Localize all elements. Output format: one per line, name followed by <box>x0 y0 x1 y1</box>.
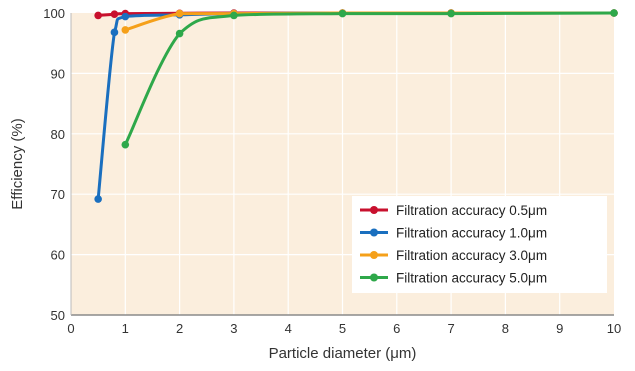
legend-item: Filtration accuracy 5.0μm <box>360 271 547 286</box>
data-point <box>447 9 455 18</box>
data-point <box>110 10 119 19</box>
y-tick-label: 70 <box>51 187 65 202</box>
y-tick-label: 90 <box>51 66 65 81</box>
y-axis-title: Efficiency (%) <box>9 118 26 209</box>
legend-item: Filtration accuracy 1.0μm <box>360 226 547 241</box>
tick-labels: 0 1 2 3 4 5 6 7 8 9 10 50 60 70 80 90 100 <box>43 6 621 336</box>
data-point <box>230 11 238 20</box>
y-tick-label: 80 <box>51 127 65 142</box>
data-point <box>94 195 102 203</box>
data-point <box>94 11 102 20</box>
x-tick-label: 0 <box>67 321 74 336</box>
data-point <box>121 140 130 149</box>
x-tick-label: 7 <box>447 321 454 336</box>
legend-swatch-marker <box>370 206 378 214</box>
legend-label: Filtration accuracy 0.5μm <box>396 203 547 218</box>
series-lines <box>94 9 618 203</box>
data-point <box>175 29 184 38</box>
y-tick-label: 100 <box>43 6 65 21</box>
legend: Filtration accuracy 0.5μm Filtration accu… <box>352 196 607 293</box>
x-tick-label: 9 <box>556 321 563 336</box>
x-tick-label: 4 <box>285 321 292 336</box>
data-point <box>110 28 119 37</box>
legend-swatch-marker <box>370 251 378 259</box>
legend-label: Filtration accuracy 1.0μm <box>396 226 547 241</box>
x-axis-title: Particle diameter (μm) <box>269 345 417 362</box>
data-point <box>338 9 347 18</box>
series-line <box>123 11 615 146</box>
data-point <box>121 26 130 34</box>
y-tick-label: 60 <box>51 248 65 263</box>
legend-item: Filtration accuracy 0.5μm <box>360 203 547 218</box>
x-tick-label: 6 <box>393 321 400 336</box>
x-tick-label: 2 <box>176 321 183 336</box>
x-tick-label: 3 <box>230 321 237 336</box>
legend-swatch-marker <box>370 273 378 282</box>
x-tick-label: 5 <box>339 321 346 336</box>
x-tick-label: 10 <box>607 321 621 336</box>
legend-label: Filtration accuracy 5.0μm <box>396 271 547 286</box>
legend-box <box>352 196 607 293</box>
x-tick-label: 8 <box>502 321 509 336</box>
x-tick-label: 1 <box>122 321 129 336</box>
legend-label: Filtration accuracy 3.0μm <box>396 248 547 263</box>
series-4 <box>121 9 618 149</box>
data-point <box>175 9 184 18</box>
y-tick-label: 50 <box>51 308 65 323</box>
legend-swatch-marker <box>370 228 378 237</box>
legend-item: Filtration accuracy 3.0μm <box>360 248 547 263</box>
data-point <box>610 9 618 17</box>
data-point <box>121 12 130 21</box>
